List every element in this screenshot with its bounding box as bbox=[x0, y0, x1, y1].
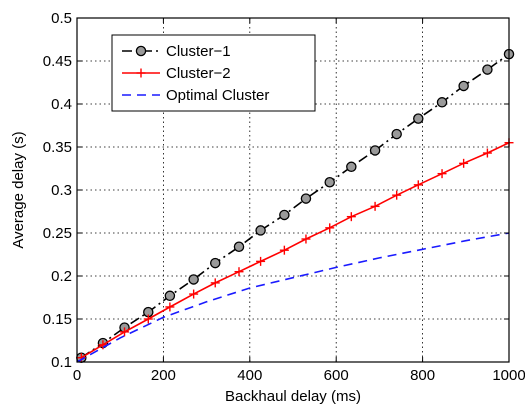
series-3 bbox=[76, 232, 510, 363]
ticks: 0 200 400 600 800 1000 0.1 0.15 0.2 0.25 0.3 0.35 0.… bbox=[43, 10, 525, 384]
series-2-line bbox=[80, 141, 510, 359]
series-1-point bbox=[436, 97, 448, 108]
series-2-point bbox=[210, 278, 220, 288]
series-2-point bbox=[165, 302, 175, 312]
series-2-point bbox=[301, 234, 311, 244]
legend-entry-3: Optimal Cluster bbox=[122, 87, 269, 104]
legend-label: Cluster−1 bbox=[166, 43, 231, 60]
x-tick-label: 400 bbox=[237, 367, 262, 384]
y-tick-label: 0.4 bbox=[51, 96, 72, 113]
series-1-point bbox=[188, 274, 199, 285]
y-tick-label: 0.5 bbox=[51, 10, 72, 27]
y-tick-label: 0.15 bbox=[43, 311, 72, 328]
series-1-point bbox=[300, 193, 312, 204]
series-1-point bbox=[458, 80, 469, 92]
series-1-point bbox=[413, 113, 424, 124]
series-2-point bbox=[459, 158, 469, 168]
series-1 bbox=[76, 48, 515, 363]
y-tick-label: 0.25 bbox=[43, 225, 72, 242]
y-axis-label: Average delay (s) bbox=[10, 131, 27, 248]
series-1-point bbox=[369, 145, 381, 156]
series-2-point bbox=[413, 180, 423, 190]
series-layer bbox=[76, 48, 515, 363]
series-2-point bbox=[143, 314, 153, 324]
y-tick-label: 0.1 bbox=[51, 354, 72, 371]
series-2-point bbox=[392, 190, 402, 200]
legend: Cluster−1 Cluster−2 Optimal Cluster bbox=[111, 34, 316, 112]
legend-label: Optimal Cluster bbox=[166, 87, 269, 104]
series-2-point bbox=[120, 327, 130, 337]
series-2-point bbox=[346, 212, 356, 222]
series-2 bbox=[76, 138, 514, 363]
series-1-point bbox=[279, 209, 290, 221]
series-1-point bbox=[209, 257, 221, 269]
series-2-point bbox=[279, 245, 289, 255]
y-tick-label: 0.35 bbox=[43, 139, 72, 156]
y-tick-label: 0.3 bbox=[51, 182, 72, 199]
series-2-point bbox=[325, 223, 335, 233]
legend-marker bbox=[135, 45, 147, 57]
x-tick-label: 1000 bbox=[492, 367, 525, 384]
series-1-point bbox=[324, 177, 335, 188]
grid bbox=[77, 18, 509, 362]
series-1-point bbox=[164, 290, 176, 302]
x-tick-label: 800 bbox=[410, 367, 435, 384]
legend-entry-2: Cluster−2 bbox=[122, 65, 231, 82]
x-tick-label: 600 bbox=[324, 367, 349, 384]
legend-marker bbox=[136, 68, 146, 78]
y-tick-label: 0.2 bbox=[51, 268, 72, 285]
y-tick-label: 0.45 bbox=[43, 53, 72, 70]
legend-entry-1: Cluster−1 bbox=[122, 43, 231, 60]
legend-label: Cluster−2 bbox=[166, 65, 231, 82]
series-1-point bbox=[233, 241, 245, 253]
x-tick-label: 0 bbox=[73, 367, 81, 384]
x-tick-label: 200 bbox=[151, 367, 176, 384]
series-2-point bbox=[370, 201, 380, 211]
x-axis-label: Backhaul delay (ms) bbox=[225, 388, 361, 405]
series-2-point bbox=[482, 148, 492, 158]
series-2-point bbox=[256, 256, 266, 266]
series-3-line bbox=[76, 232, 510, 363]
series-1-point bbox=[255, 225, 266, 236]
series-2-point bbox=[234, 267, 244, 277]
series-2-point bbox=[98, 340, 108, 350]
series-1-point bbox=[391, 128, 402, 140]
series-1-point bbox=[346, 161, 357, 173]
series-1-point bbox=[482, 64, 493, 75]
series-2-point bbox=[437, 169, 447, 179]
series-2-point bbox=[189, 289, 199, 299]
